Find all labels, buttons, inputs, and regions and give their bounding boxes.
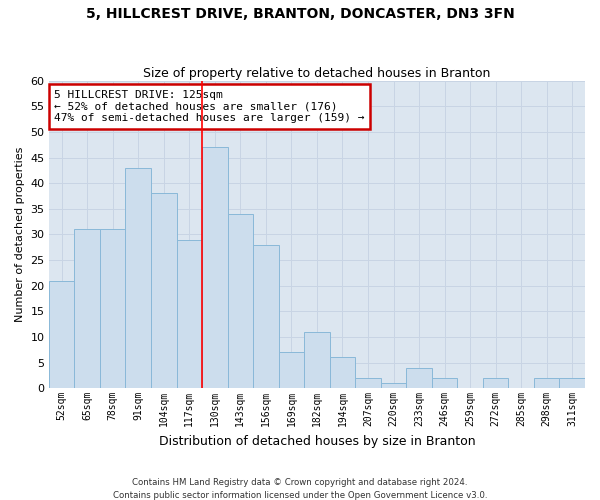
Text: 5 HILLCREST DRIVE: 125sqm
← 52% of detached houses are smaller (176)
47% of semi: 5 HILLCREST DRIVE: 125sqm ← 52% of detac…: [54, 90, 365, 123]
Bar: [534, 378, 559, 388]
Bar: [227, 214, 253, 388]
Y-axis label: Number of detached properties: Number of detached properties: [15, 146, 25, 322]
Bar: [483, 378, 508, 388]
Title: Size of property relative to detached houses in Branton: Size of property relative to detached ho…: [143, 66, 491, 80]
Text: 5, HILLCREST DRIVE, BRANTON, DONCASTER, DN3 3FN: 5, HILLCREST DRIVE, BRANTON, DONCASTER, …: [86, 8, 514, 22]
Bar: [278, 352, 304, 388]
Bar: [74, 230, 100, 388]
Bar: [100, 230, 125, 388]
Bar: [176, 240, 202, 388]
Text: Contains HM Land Registry data © Crown copyright and database right 2024.
Contai: Contains HM Land Registry data © Crown c…: [113, 478, 487, 500]
Bar: [432, 378, 457, 388]
Bar: [406, 368, 432, 388]
Bar: [329, 358, 355, 388]
Bar: [49, 280, 74, 388]
Bar: [125, 168, 151, 388]
Bar: [202, 148, 227, 388]
Bar: [304, 332, 329, 388]
X-axis label: Distribution of detached houses by size in Branton: Distribution of detached houses by size …: [158, 434, 475, 448]
Bar: [559, 378, 585, 388]
Bar: [355, 378, 381, 388]
Bar: [381, 383, 406, 388]
Bar: [253, 244, 278, 388]
Bar: [151, 194, 176, 388]
